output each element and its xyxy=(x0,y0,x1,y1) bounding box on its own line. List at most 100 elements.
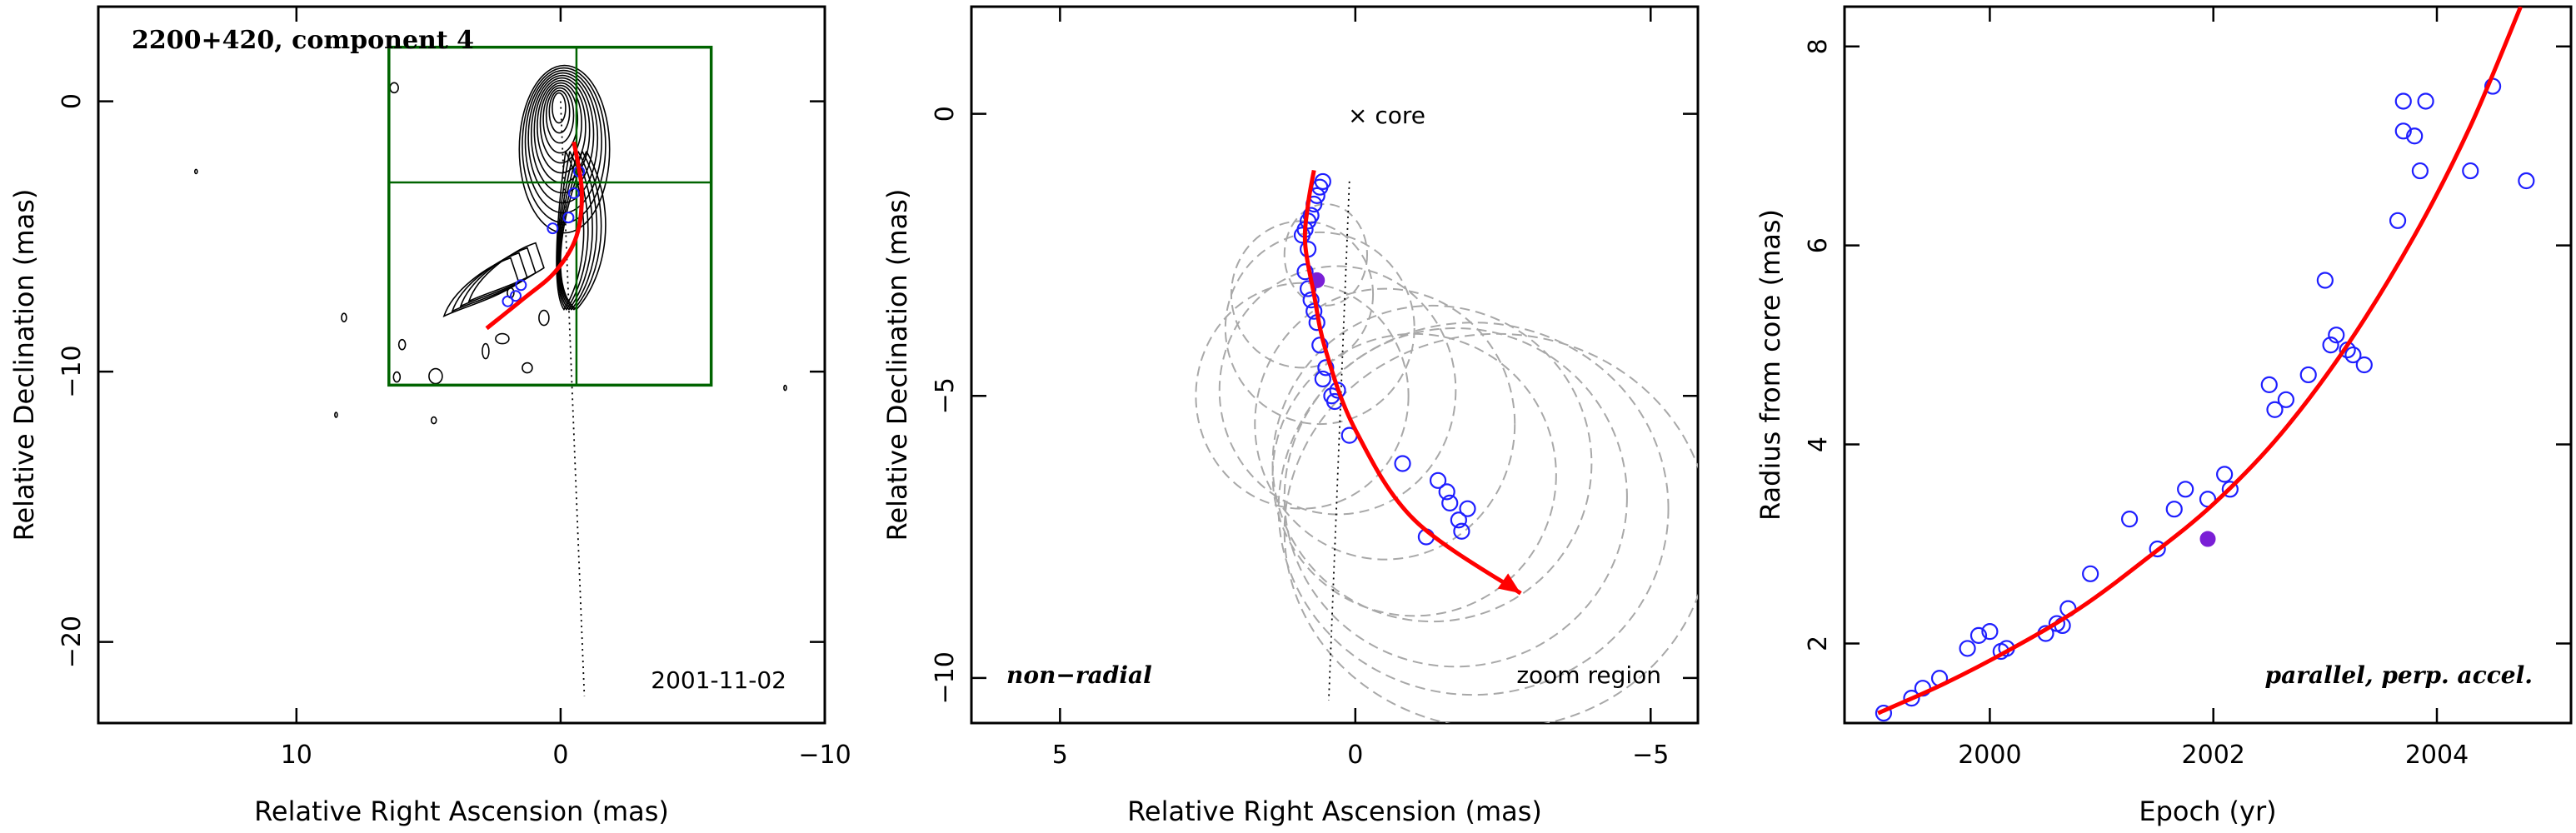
panel-2-plot-layer xyxy=(1195,169,1698,723)
x-tick-label: −5 xyxy=(1632,741,1669,770)
contour-noise xyxy=(397,338,407,351)
direction-guide-line xyxy=(560,101,586,696)
data-point xyxy=(1429,471,1447,489)
data-point xyxy=(567,187,580,199)
panel-1-x-axis-title: Relative Right Ascension (mas) xyxy=(254,796,669,827)
contour-noise xyxy=(430,416,437,425)
x-tick-label: 10 xyxy=(281,741,312,770)
data-point xyxy=(2417,92,2434,110)
y-tick-label: 2 xyxy=(1804,636,1833,651)
y-tick-label: 6 xyxy=(1804,237,1833,253)
data-point xyxy=(2344,346,2362,364)
contour-noise xyxy=(194,168,198,175)
data-point xyxy=(2406,127,2424,145)
data-point xyxy=(1314,370,1331,388)
contour-core xyxy=(518,64,611,234)
data-point xyxy=(1441,494,1459,512)
data-point xyxy=(1293,227,1311,244)
contour-core xyxy=(545,87,575,144)
x-tick-label: 2000 xyxy=(1958,741,2021,770)
panel-2-non-radial-label: non−radial xyxy=(1006,661,1152,689)
panel-2-zoom-region-label: zoom region xyxy=(1516,661,1661,689)
panel-3-plot-layer xyxy=(1875,7,2535,722)
contour-jet xyxy=(557,151,589,311)
contour-noise xyxy=(389,82,399,94)
data-point xyxy=(1311,178,1329,196)
y-tick-label: 8 xyxy=(1804,38,1833,54)
contour-noise xyxy=(783,384,787,392)
contour-core xyxy=(542,84,579,154)
panel-1-content: 10 0 −10 0 −10 −20 xyxy=(57,7,851,770)
data-point xyxy=(1875,704,1893,722)
contour-blob xyxy=(538,309,550,327)
data-point xyxy=(2149,540,2166,558)
data-point xyxy=(2177,481,2194,498)
data-point xyxy=(2389,212,2407,229)
panel-3-x-axis-title: Epoch (yr) xyxy=(2139,796,2276,827)
contour-core xyxy=(552,92,567,124)
panel-3-fit-annotation: parallel, perp. accel. xyxy=(2265,661,2534,689)
panel-2-y-axis-title: Relative Declination (mas) xyxy=(881,189,913,541)
uncertainty-ellipse xyxy=(1195,282,1410,510)
motion-track-arrowhead xyxy=(1497,573,1521,594)
data-point xyxy=(2355,356,2373,374)
data-point xyxy=(1959,640,1976,657)
y-tick-label: −10 xyxy=(931,651,960,704)
data-point xyxy=(2328,327,2345,344)
panel-1: 10 0 −10 0 −10 −20 2200+420, component 4 2001… xyxy=(8,5,851,827)
data-point xyxy=(2216,466,2234,483)
fit-curve xyxy=(1877,7,2523,716)
contour-jet xyxy=(557,151,593,311)
panel-1-title: 2200+420, component 4 xyxy=(132,26,474,55)
data-point xyxy=(1981,623,1999,641)
data-point xyxy=(2462,162,2479,180)
contour-blob xyxy=(428,367,443,385)
y-tick-label: 4 xyxy=(1804,436,1833,452)
panel-2: 5 0 −5 0 −5 −10 × core non−radial zoom region… xyxy=(881,5,1700,827)
contour-map xyxy=(194,64,787,425)
data-point xyxy=(2322,337,2339,354)
data-point xyxy=(1453,522,1470,540)
data-point xyxy=(2518,172,2535,190)
data-point xyxy=(515,279,527,292)
contour-blob xyxy=(482,342,490,360)
data-point xyxy=(2394,92,2412,110)
data-point xyxy=(2411,162,2429,180)
contour-noise xyxy=(392,371,402,383)
data-point xyxy=(1459,500,1476,517)
panel-1-y-axis-title: Relative Declination (mas) xyxy=(8,189,40,541)
panel-2-x-axis-title: Relative Right Ascension (mas) xyxy=(1127,796,1542,827)
highlighted-point xyxy=(2199,531,2216,547)
panel-3-content: 2000 2002 2004 2 4 6 8 xyxy=(1804,7,2571,770)
panel-3-plot-area xyxy=(1843,5,2573,725)
contour-noise xyxy=(341,312,347,323)
uncertainty-ellipse xyxy=(1271,332,1557,617)
uncertainty-ellipse xyxy=(1271,304,1593,623)
x-tick-label: −10 xyxy=(798,741,851,770)
data-point xyxy=(2277,391,2295,408)
x-tick-label: 2002 xyxy=(2182,741,2245,770)
data-point xyxy=(2299,366,2317,384)
data-point xyxy=(2120,511,2139,528)
uncertainty-ellipse xyxy=(1224,231,1415,426)
motion-track xyxy=(485,141,584,331)
x-tick-label: 0 xyxy=(1347,741,1363,770)
data-point xyxy=(1394,455,1411,472)
y-tick-label: 0 xyxy=(931,106,960,122)
x-tick-label: 5 xyxy=(1052,741,1068,770)
data-point xyxy=(1438,483,1455,501)
y-tick-label: −20 xyxy=(57,616,87,668)
panel-3-y-axis-title: Radius from core (mas) xyxy=(1755,209,1786,521)
data-point xyxy=(562,212,575,224)
data-point xyxy=(1317,359,1335,377)
panel-1-plot-area xyxy=(97,5,826,725)
contour-core xyxy=(539,82,582,164)
x-tick-label: 2004 xyxy=(2405,741,2469,770)
data-point xyxy=(510,290,522,302)
data-point xyxy=(2221,481,2239,498)
data-point xyxy=(2394,122,2412,140)
data-point xyxy=(2316,272,2334,289)
data-point xyxy=(1969,626,1988,644)
uncertainty-ellipse xyxy=(1218,265,1457,516)
uncertainty-ellipse xyxy=(1283,327,1628,668)
